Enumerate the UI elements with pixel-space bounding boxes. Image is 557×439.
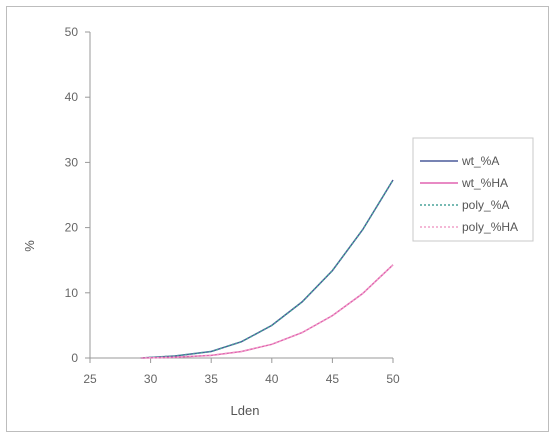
x-tick-label: 45 [326, 372, 340, 386]
legend-label: wt_%HA [461, 176, 508, 190]
series-group [140, 179, 394, 359]
y-tick-label: 50 [65, 25, 79, 39]
y-tick-label: 30 [65, 155, 79, 169]
y-tick-label: 0 [71, 351, 78, 365]
x-tick-label: 40 [265, 372, 279, 386]
legend-box [412, 137, 534, 242]
legend-label: poly_%A [462, 198, 509, 212]
y-axis-label: % [22, 240, 37, 252]
x-axis-label: Lden [231, 403, 260, 418]
legend-label: wt_%A [461, 154, 499, 168]
x-tick-label: 25 [83, 372, 97, 386]
series-line-wt_%A [140, 179, 394, 359]
series-line-wt_%HA [140, 264, 394, 359]
legend: wt_%A wt_%HA poly_%A poly_%HA [412, 137, 534, 242]
series-line-poly_%HA [140, 264, 394, 359]
y-tick-label: 40 [65, 90, 79, 104]
x-tick-label: 50 [386, 372, 400, 386]
x-tick-label: 30 [144, 372, 158, 386]
axes [89, 32, 393, 359]
x-tick-label: 35 [205, 372, 219, 386]
x-ticks: 25 30 35 40 45 50 [83, 358, 400, 386]
y-tick-label: 20 [65, 221, 79, 235]
legend-label: poly_%HA [462, 220, 518, 234]
series-line-poly_%A [140, 179, 394, 359]
y-ticks: 0 10 20 30 40 50 [65, 25, 90, 365]
y-tick-label: 10 [65, 286, 79, 300]
